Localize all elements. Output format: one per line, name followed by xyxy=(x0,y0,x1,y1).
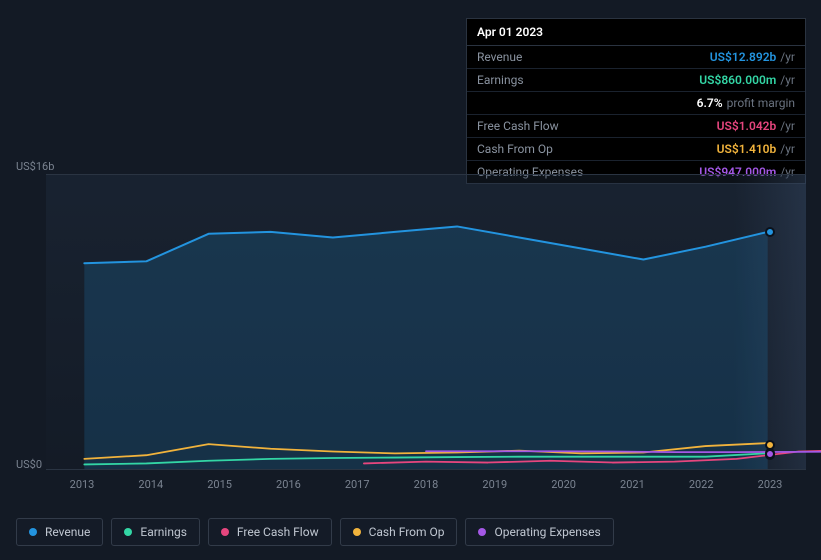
x-axis: 2013 2014 2015 2016 2017 2018 2019 2020 2021 2022… xyxy=(46,478,806,498)
legend-swatch xyxy=(478,528,486,536)
legend-earnings[interactable]: Earnings xyxy=(111,518,200,546)
tooltip-row-label: Earnings xyxy=(477,73,699,87)
tooltip-row-value: US$1.042b xyxy=(717,119,777,133)
chart-legend: Revenue Earnings Free Cash Flow Cash From O… xyxy=(16,518,614,546)
legend-label: Free Cash Flow xyxy=(237,525,319,539)
tooltip-row-unit: /yr xyxy=(780,50,795,64)
x-tick: 2016 xyxy=(276,478,301,491)
tooltip-row: Cash From OpUS$1.410b/yr xyxy=(467,138,805,161)
x-tick: 2020 xyxy=(551,478,576,491)
tooltip-sub-label: profit margin xyxy=(727,96,795,110)
chart-lines xyxy=(46,175,806,469)
tooltip-sub-value: 6.7% xyxy=(697,96,723,110)
legend-operating-expenses[interactable]: Operating Expenses xyxy=(465,518,613,546)
legend-cash-from-op[interactable]: Cash From Op xyxy=(340,518,458,546)
y-tick-min: US$0 xyxy=(16,458,42,471)
tooltip-date: Apr 01 2023 xyxy=(467,19,805,46)
x-tick: 2017 xyxy=(345,478,370,491)
x-tick: 2013 xyxy=(70,478,95,491)
tooltip-row: RevenueUS$12.892b/yr xyxy=(467,46,805,69)
tooltip-row-label: Free Cash Flow xyxy=(477,119,717,133)
legend-label: Earnings xyxy=(140,525,187,539)
tooltip-row: Free Cash FlowUS$1.042b/yr xyxy=(467,115,805,138)
tooltip-row-unit: /yr xyxy=(780,142,795,156)
tooltip-row-value: US$1.410b xyxy=(717,142,777,156)
x-tick: 2023 xyxy=(758,478,783,491)
tooltip-row-unit: /yr xyxy=(780,73,795,87)
x-tick: 2014 xyxy=(138,478,163,491)
legend-swatch xyxy=(221,528,229,536)
plot-area[interactable] xyxy=(46,174,806,470)
x-tick: 2019 xyxy=(482,478,507,491)
line-chart[interactable]: US$16b US$0 2013201420152016201720182019… xyxy=(16,160,806,480)
x-tick: 2022 xyxy=(689,478,714,491)
area-revenue xyxy=(84,226,767,469)
x-tick: 2021 xyxy=(620,478,645,491)
y-tick-max: US$16b xyxy=(16,160,54,173)
x-tick: 2015 xyxy=(207,478,232,491)
tooltip-row-value: US$12.892b xyxy=(710,50,777,64)
legend-swatch xyxy=(353,528,361,536)
line-operating-expenses xyxy=(426,451,821,452)
tooltip-row-unit: /yr xyxy=(780,119,795,133)
legend-free-cash-flow[interactable]: Free Cash Flow xyxy=(208,518,332,546)
tooltip-row-value: US$860.000m xyxy=(699,73,776,87)
x-tick: 2018 xyxy=(414,478,439,491)
indicator-dot xyxy=(765,449,775,459)
legend-label: Operating Expenses xyxy=(494,525,600,539)
legend-revenue[interactable]: Revenue xyxy=(16,518,103,546)
legend-swatch xyxy=(29,528,37,536)
tooltip-row-label: Revenue xyxy=(477,50,710,64)
legend-swatch xyxy=(124,528,132,536)
tooltip-sub-row: 6.7% profit margin xyxy=(467,92,805,115)
tooltip-row: EarningsUS$860.000m/yr xyxy=(467,69,805,92)
legend-label: Cash From Op xyxy=(369,525,445,539)
legend-label: Revenue xyxy=(45,525,90,539)
tooltip-row-label: Cash From Op xyxy=(477,142,717,156)
